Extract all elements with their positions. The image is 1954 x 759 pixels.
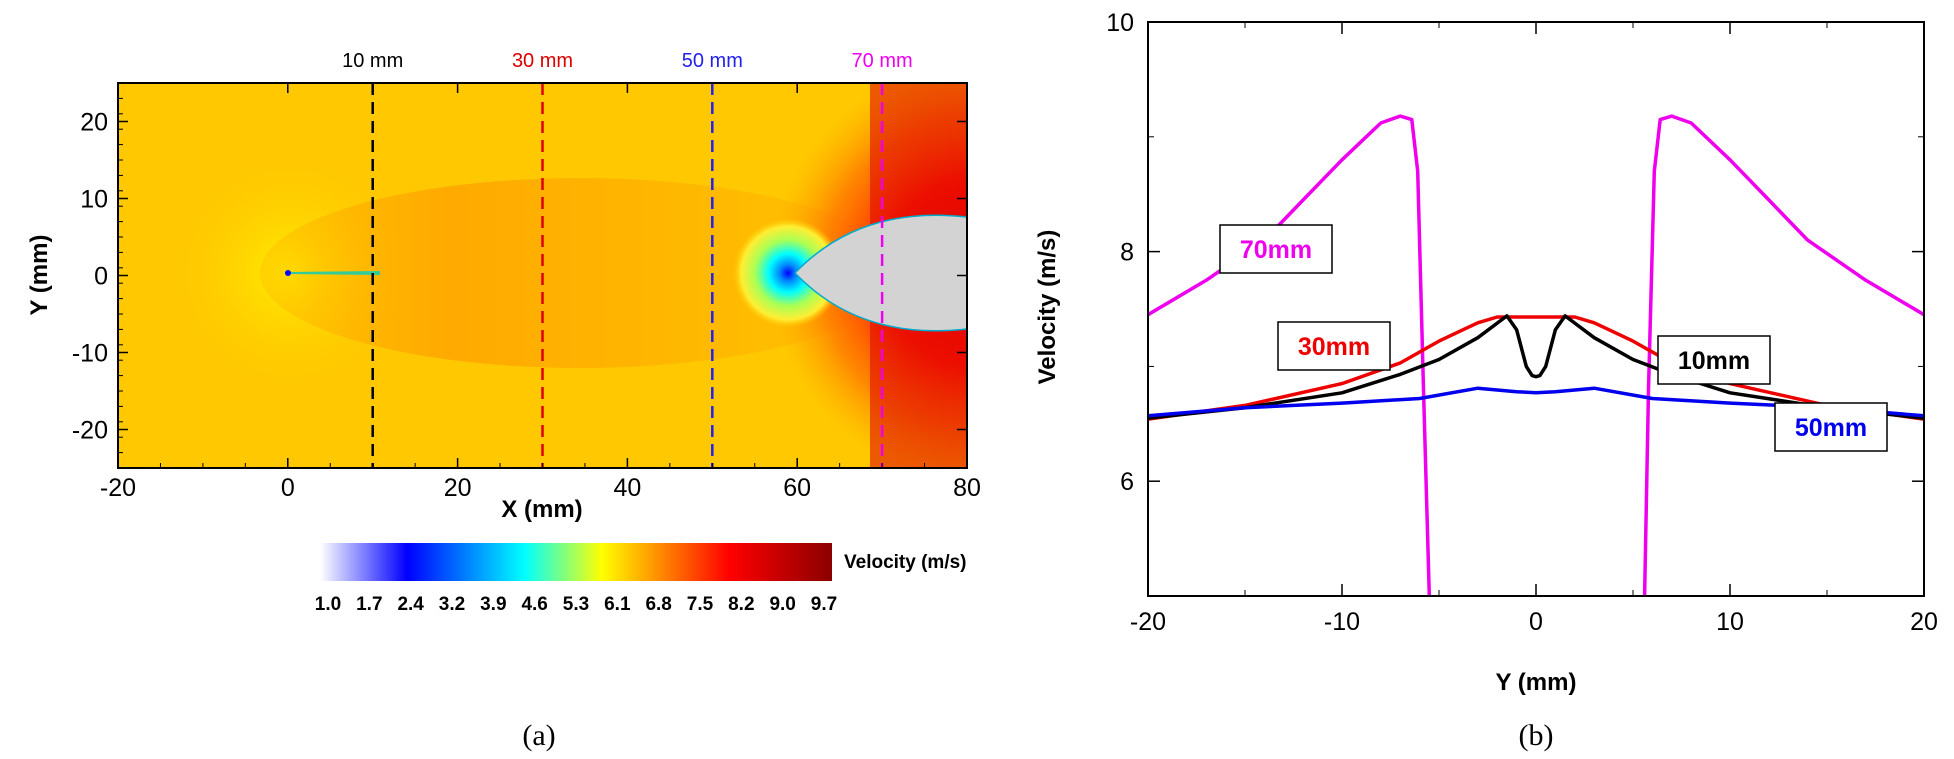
series-line-70mm bbox=[1642, 114, 1924, 596]
colorbar-tick-label: 5.3 bbox=[563, 594, 589, 615]
colorbar-tick-label: 3.2 bbox=[439, 594, 465, 615]
cut-line-label: 70 mm bbox=[852, 50, 913, 72]
cut-line-label: 10 mm bbox=[342, 50, 403, 72]
x-tick-label-a: 40 bbox=[613, 474, 641, 502]
y-tick-label-a: -10 bbox=[72, 340, 108, 368]
x-tick-label-a: 20 bbox=[444, 474, 472, 502]
contour-panel-a: 10 mm 30 mm 50 mm 70 mm -20 0 20 40 60 80 20 10 0 -1… bbox=[26, 50, 981, 615]
series-line-50mm bbox=[1148, 386, 1924, 418]
x-tick-label-b: 0 bbox=[1529, 608, 1543, 636]
y-tick-label-a: 10 bbox=[80, 186, 108, 214]
x-axis-title-a: X (mm) bbox=[501, 496, 582, 523]
y-tick-label-b: 6 bbox=[1120, 468, 1134, 496]
x-tick-label-b: -10 bbox=[1324, 608, 1360, 636]
label-70mm-text: 70mm bbox=[1240, 236, 1312, 264]
axes-b: -20 -10 0 10 20 10 8 6 bbox=[1106, 9, 1938, 636]
line-panel-b: -20 -10 0 10 20 10 8 6 Y (mm) Velocity (m/s) 70… bbox=[1034, 9, 1938, 696]
x-tick-label-a: 80 bbox=[953, 474, 981, 502]
axes-a: -20 0 20 40 60 80 20 10 0 -10 -20 bbox=[72, 82, 981, 502]
label-50mm: 50mm bbox=[1774, 402, 1888, 452]
y-tick-label-a: 0 bbox=[94, 263, 108, 291]
label-30mm-text: 30mm bbox=[1298, 333, 1370, 361]
probe-tip bbox=[285, 270, 291, 276]
colorbar-tick-label: 9.7 bbox=[811, 594, 837, 615]
y-tick-label-b: 8 bbox=[1120, 239, 1134, 267]
x-tick-label-b: 10 bbox=[1716, 608, 1744, 636]
colorbar-ticks: 1.0 1.7 2.4 3.2 3.9 4.6 5.3 6.1 6.8 7.5 8.2 9.0 9.7 bbox=[315, 594, 837, 615]
colorbar-tick-label: 6.1 bbox=[604, 594, 631, 615]
colorbar-tick-label: 4.6 bbox=[521, 594, 547, 615]
colorbar bbox=[320, 543, 832, 581]
x-axis-title-b: Y (mm) bbox=[1496, 669, 1577, 696]
label-70mm: 70mm bbox=[1219, 224, 1333, 274]
caption-b: (b) bbox=[1519, 719, 1554, 752]
cut-line-label: 50 mm bbox=[682, 50, 743, 72]
cut-lines: 10 mm 30 mm 50 mm 70 mm bbox=[342, 50, 913, 468]
x-tick-label-a: 0 bbox=[281, 474, 295, 502]
cut-line-label: 30 mm bbox=[512, 50, 573, 72]
colorbar-tick-label: 6.8 bbox=[645, 594, 671, 615]
series-group bbox=[1148, 114, 1924, 596]
x-tick-label-a: 60 bbox=[783, 474, 811, 502]
y-tick-label-a: -20 bbox=[72, 417, 108, 445]
colorbar-tick-label: 3.9 bbox=[480, 594, 506, 615]
y-axis-title-a: Y (mm) bbox=[26, 235, 53, 316]
label-10mm-text: 10mm bbox=[1678, 347, 1750, 375]
colorbar-tick-label: 8.2 bbox=[728, 594, 754, 615]
colorbar-tick-label: 2.4 bbox=[397, 594, 424, 615]
x-tick-label-a: -20 bbox=[100, 474, 136, 502]
caption-a: (a) bbox=[522, 719, 555, 752]
colorbar-tick-label: 7.5 bbox=[687, 594, 714, 615]
frame-b bbox=[1147, 21, 1925, 597]
label-30mm: 30mm bbox=[1277, 321, 1391, 371]
colorbar-tick-label: 9.0 bbox=[769, 594, 795, 615]
y-tick-label-a: 20 bbox=[80, 109, 108, 137]
x-tick-label-b: -20 bbox=[1130, 608, 1166, 636]
label-50mm-text: 50mm bbox=[1795, 414, 1867, 442]
colorbar-tick-label: 1.7 bbox=[356, 594, 382, 615]
colorbar-title: Velocity (m/s) bbox=[844, 552, 967, 573]
y-axis-title-b: Velocity (m/s) bbox=[1034, 230, 1061, 385]
label-10mm: 10mm bbox=[1657, 335, 1771, 385]
y-tick-label-b: 10 bbox=[1106, 9, 1134, 37]
colorbar-tick-label: 1.0 bbox=[315, 594, 341, 615]
x-tick-label-b: 20 bbox=[1910, 608, 1938, 636]
probe-wake bbox=[286, 271, 380, 275]
